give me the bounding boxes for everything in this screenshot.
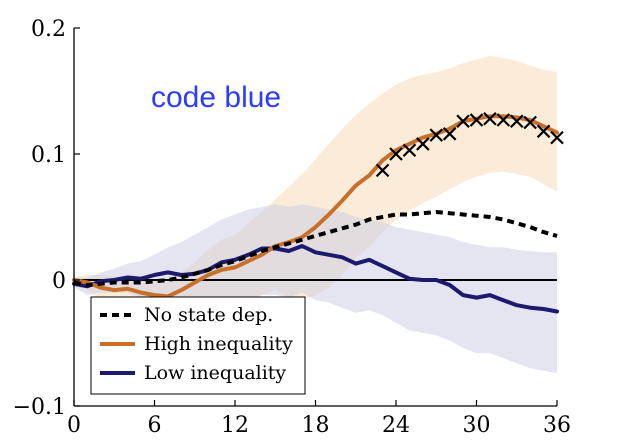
confidence-bands <box>74 55 557 374</box>
legend-label-low-inequality: Low inequality <box>144 362 286 384</box>
marker-x <box>550 130 564 145</box>
marker-x <box>416 137 430 151</box>
marker-x <box>469 113 484 127</box>
y-tick-label: 0.1 <box>31 143 66 168</box>
significance-markers <box>375 111 564 178</box>
axes: −0.100.10.20 6 12 18 24 30 36 <box>13 17 571 438</box>
y-tick-label: −0.1 <box>13 395 66 420</box>
marker-x <box>536 124 551 139</box>
x-tick-label: 18 <box>302 413 330 438</box>
x-tick-label: 36 <box>543 413 571 438</box>
marker-x <box>496 113 511 127</box>
band-low-inequality <box>74 204 557 374</box>
x-tick-label: 24 <box>382 413 410 438</box>
marker-x <box>483 111 497 126</box>
legend-label-high-inequality: High inequality <box>144 333 293 355</box>
band-high-inequality <box>74 55 557 313</box>
marker-x <box>509 114 524 129</box>
marker-x <box>429 128 444 142</box>
marker-x <box>389 147 403 161</box>
y-tick-label: 0 <box>52 269 66 294</box>
marker-x <box>402 143 417 157</box>
y-tick-label: 0.2 <box>31 17 66 42</box>
marker-x <box>456 114 470 129</box>
series-line-no-state-dep <box>73 210 558 287</box>
marker-x <box>442 127 457 141</box>
legend: No state dep. High inequality Low inequali… <box>90 296 306 395</box>
annotation-code-blue: code blue <box>151 81 281 114</box>
marker-x <box>375 163 390 178</box>
marker-x <box>523 115 537 130</box>
legend-label-no-state-dep: No state dep. <box>144 304 273 326</box>
series-line-low-inequality <box>72 244 559 314</box>
x-tick-label: 12 <box>221 413 249 438</box>
x-tick-label: 6 <box>148 413 162 438</box>
x-tick-label: 30 <box>463 413 491 438</box>
x-tick-label: 0 <box>67 413 81 438</box>
